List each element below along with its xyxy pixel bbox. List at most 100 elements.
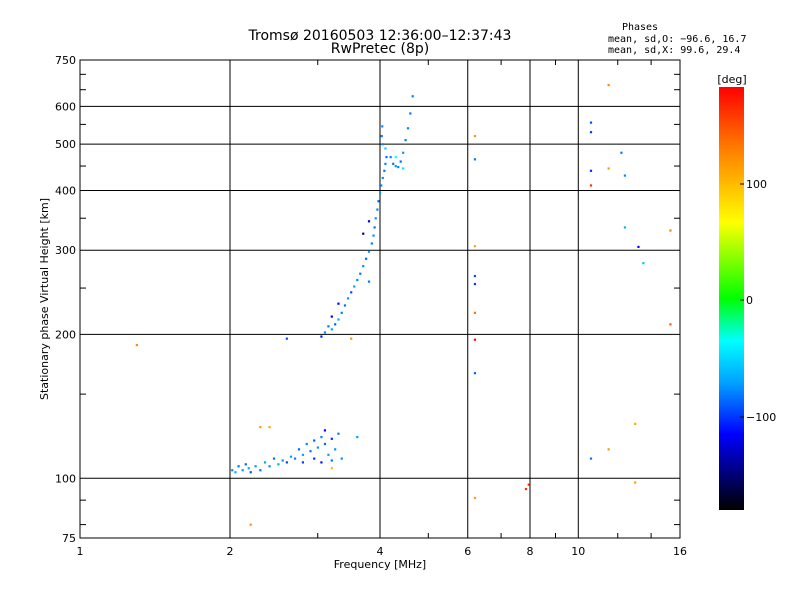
data-point xyxy=(337,302,340,305)
data-point xyxy=(623,174,627,177)
chart-subtitle: RwPretec (8p) xyxy=(331,41,429,57)
data-point xyxy=(293,457,297,460)
data-point xyxy=(473,245,477,248)
stats-line-x: mean, sd,X: 99.6, 29.4 xyxy=(608,45,740,56)
data-point xyxy=(285,337,288,340)
data-point xyxy=(241,469,244,472)
data-point xyxy=(249,523,252,526)
x-tick-label: 4 xyxy=(377,545,384,558)
data-point xyxy=(289,455,293,458)
data-point xyxy=(362,265,365,268)
data-point xyxy=(376,208,379,211)
data-point xyxy=(272,457,276,460)
data-point xyxy=(135,344,138,347)
data-point xyxy=(367,220,371,223)
data-point xyxy=(473,496,477,500)
data-point xyxy=(384,147,387,150)
data-point xyxy=(268,426,271,429)
data-point xyxy=(402,167,405,170)
colorbar-label: [deg] xyxy=(717,73,746,86)
data-point xyxy=(409,112,412,115)
data-point xyxy=(607,83,610,87)
data-point xyxy=(381,125,384,128)
data-point xyxy=(330,437,333,440)
data-point xyxy=(323,442,327,446)
plot-frame xyxy=(79,59,681,539)
data-point xyxy=(350,337,353,340)
data-point xyxy=(473,135,477,138)
data-point xyxy=(473,274,477,278)
data-point xyxy=(259,426,262,429)
data-point xyxy=(623,226,627,229)
data-point xyxy=(370,242,373,245)
axis-ticks: 1 2 4 6 8 10 16 75 100 200 300 400 500 600 750 xyxy=(55,54,687,558)
data-point xyxy=(327,325,330,328)
data-point xyxy=(323,331,327,334)
data-point xyxy=(379,192,382,195)
data-point xyxy=(259,469,262,472)
data-point xyxy=(473,311,477,314)
data-point xyxy=(353,285,356,288)
data-point xyxy=(316,446,319,449)
data-point xyxy=(589,184,593,187)
colorbar-tick-label-minus-100: −100 xyxy=(746,411,776,424)
x-tick-label: 6 xyxy=(464,545,471,558)
data-point xyxy=(637,245,640,248)
data-point xyxy=(234,471,237,474)
data-point xyxy=(642,262,645,265)
data-point xyxy=(372,234,375,237)
data-point xyxy=(383,169,386,172)
data-point xyxy=(305,442,308,446)
data-point xyxy=(367,280,371,283)
data-point xyxy=(330,459,333,462)
y-tick-label: 100 xyxy=(55,472,76,485)
data-point xyxy=(313,439,316,442)
data-point xyxy=(334,323,337,326)
data-point xyxy=(340,457,343,460)
data-point xyxy=(620,151,623,154)
data-point xyxy=(350,291,353,294)
x-tick-label: 2 xyxy=(227,545,234,558)
y-tick-label: 300 xyxy=(55,244,76,257)
data-point xyxy=(389,156,392,159)
y-axis-label: Stationary phase Virtual Height [km] xyxy=(38,198,51,400)
data-point xyxy=(669,323,672,326)
data-point xyxy=(374,217,377,220)
data-point xyxy=(589,169,593,172)
data-point xyxy=(365,257,368,260)
data-point xyxy=(607,167,610,170)
data-point xyxy=(634,422,637,426)
plot-grid xyxy=(80,60,680,538)
data-point xyxy=(277,463,280,466)
data-point xyxy=(380,184,383,187)
colorbar-tick-label-0: 0 xyxy=(746,294,753,307)
y-tick-label: 600 xyxy=(55,100,76,113)
data-point xyxy=(399,160,402,163)
data-point xyxy=(337,318,340,321)
data-point xyxy=(394,156,397,159)
y-tick-label: 750 xyxy=(55,54,76,67)
data-point xyxy=(320,435,323,439)
data-point xyxy=(343,304,347,307)
data-point xyxy=(527,483,530,486)
data-point xyxy=(380,135,383,138)
x-tick-label: 16 xyxy=(673,545,687,558)
data-point xyxy=(327,453,330,456)
colorbar-tick-label-100: 100 xyxy=(746,178,767,191)
y-tick-label: 75 xyxy=(62,532,76,545)
data-point xyxy=(589,131,593,134)
data-point xyxy=(524,487,528,491)
x-axis-label: Frequency [MHz] xyxy=(334,558,426,571)
data-point xyxy=(356,435,359,439)
data-point xyxy=(377,200,380,203)
data-point xyxy=(301,453,305,456)
data-point xyxy=(589,457,593,460)
y-tick-label: 200 xyxy=(55,328,76,341)
y-tick-label: 500 xyxy=(55,138,76,151)
data-point xyxy=(404,139,407,142)
data-point xyxy=(330,315,333,318)
data-point xyxy=(473,338,477,341)
data-point xyxy=(334,448,337,451)
data-point xyxy=(473,158,477,161)
